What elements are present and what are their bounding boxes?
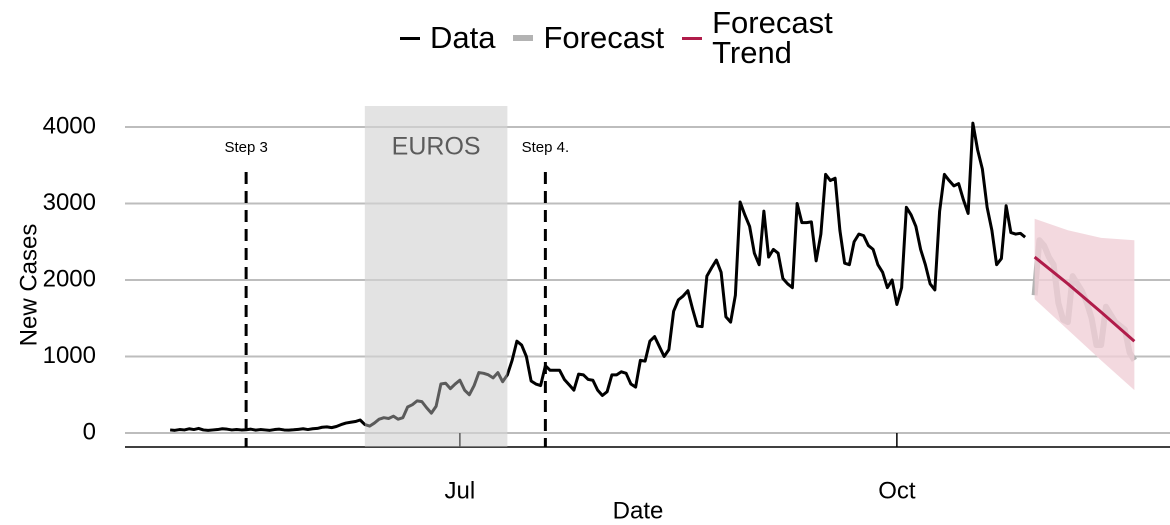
legend-swatch [513, 35, 534, 41]
shaded-region [364, 106, 508, 447]
legend-swatch [682, 36, 703, 40]
y-tick-label: 1000 [43, 342, 96, 369]
y-tick-label: 2000 [43, 265, 96, 292]
x-axis-label: Date [613, 497, 664, 524]
legend-item: Forecast Trend [682, 5, 852, 70]
shaded-label: EUROS [392, 133, 481, 161]
x-tick-label: Jul [445, 477, 476, 504]
y-tick-label: 3000 [43, 189, 96, 216]
event-label: Step 3 [224, 139, 267, 156]
shaded-overlay [364, 106, 508, 447]
legend-label: Forecast Trend [712, 5, 833, 70]
series-line [170, 121, 1027, 432]
legend-swatch [400, 36, 420, 40]
legend: Data Forecast Forecast Trend [400, 5, 940, 70]
forecast-band [1034, 218, 1135, 391]
legend-label: Forecast [543, 20, 665, 55]
y-tick-label: 4000 [43, 112, 96, 139]
y-tick-label: 0 [83, 418, 96, 445]
legend-label: Data [430, 20, 496, 55]
legend-item: Forecast [513, 20, 665, 55]
series-line [1033, 255, 1136, 343]
event-label: Step 4. [522, 139, 570, 156]
x-tick-label: Oct [878, 477, 916, 504]
y-axis-label: New Cases [15, 224, 42, 347]
legend-item: Data [400, 20, 496, 55]
